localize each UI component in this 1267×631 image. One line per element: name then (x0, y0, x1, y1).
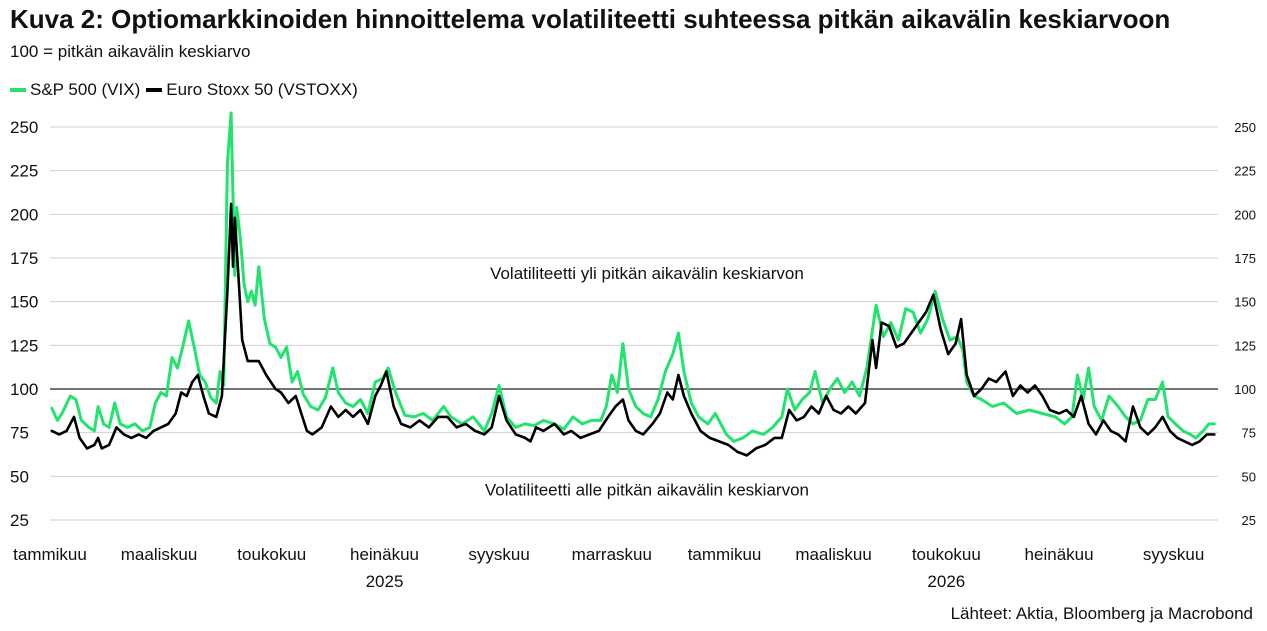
x-tick-label: toukokuu (912, 545, 981, 564)
y-tick-label-right: 175 (1234, 251, 1256, 266)
y-tick-label-left: 75 (10, 424, 29, 443)
x-year-label: 2026 (927, 572, 965, 591)
y-tick-label-right: 25 (1242, 513, 1256, 528)
y-tick-label-right: 50 (1242, 469, 1256, 484)
legend-label-sp500: S&P 500 (VIX) (30, 80, 141, 99)
y-axis-right: 25 50 75 100 125 150 175 200 225 250 (1234, 120, 1256, 528)
y-tick-label-right: 150 (1234, 295, 1256, 310)
annotation-above-average: Volatiliteetti yli pitkän aikavälin kesk… (490, 264, 804, 283)
y-axis-left: 25 50 75 100 125 150 175 200 225 250 (10, 118, 38, 530)
y-tick-label-left: 150 (10, 293, 38, 312)
y-tick-label-right: 125 (1234, 338, 1256, 353)
chart-title: Kuva 2: Optiomarkkinoiden hinnoittelema … (10, 4, 1171, 34)
x-tick-label: toukokuu (237, 545, 306, 564)
y-tick-label-left: 175 (10, 249, 38, 268)
y-tick-label-left: 225 (10, 162, 38, 181)
chart-legend: S&P 500 (VIX) Euro Stoxx 50 (VSTOXX) (10, 80, 358, 100)
legend-item-stoxx: Euro Stoxx 50 (VSTOXX) (146, 80, 358, 100)
y-tick-label-left: 100 (10, 380, 38, 399)
legend-item-sp500: S&P 500 (VIX) (10, 80, 140, 100)
y-tick-label-right: 250 (1234, 120, 1256, 135)
annotation-below-average: Volatiliteetti alle pitkän aikavälin kes… (485, 481, 809, 500)
y-tick-label-right: 200 (1234, 207, 1256, 222)
chart-subtitle: 100 = pitkän aikavälin keskiarvo (10, 42, 251, 61)
x-tick-label: heinäkuu (1025, 545, 1094, 564)
x-tick-label: marraskuu (572, 545, 652, 564)
y-tick-label-left: 50 (10, 467, 29, 486)
x-tick-label: syyskuu (1143, 545, 1204, 564)
series-line-sp500 (50, 111, 1216, 443)
y-tick-label-left: 125 (10, 336, 38, 355)
x-tick-label: tammikuu (688, 545, 762, 564)
y-tick-label-right: 225 (1234, 164, 1256, 179)
x-tick-label: heinäkuu (350, 545, 419, 564)
annotations: Volatiliteetti yli pitkän aikavälin kesk… (485, 264, 809, 500)
y-tick-label-right: 100 (1234, 382, 1256, 397)
x-tick-label: maaliskuu (795, 545, 872, 564)
y-tick-label-left: 25 (10, 511, 29, 530)
legend-swatch-stoxx (146, 88, 163, 92)
x-tick-label: maaliskuu (121, 545, 198, 564)
x-tick-label: tammikuu (13, 545, 87, 564)
series-lines (50, 111, 1216, 457)
legend-label-stoxx: Euro Stoxx 50 (VSTOXX) (166, 80, 358, 99)
y-tick-label-left: 200 (10, 205, 38, 224)
series-line-stoxx (50, 202, 1216, 457)
legend-swatch-sp500 (10, 88, 26, 92)
x-year-label: 2025 (366, 572, 404, 591)
y-tick-label-left: 250 (10, 118, 38, 137)
x-tick-label: syyskuu (468, 545, 529, 564)
x-axis: tammikuu maaliskuu toukokuu heinäkuu syyskuu… (13, 545, 1204, 591)
y-tick-label-right: 75 (1242, 426, 1256, 441)
source-note: Lähteet: Aktia, Bloomberg ja Macrobond (950, 604, 1253, 623)
